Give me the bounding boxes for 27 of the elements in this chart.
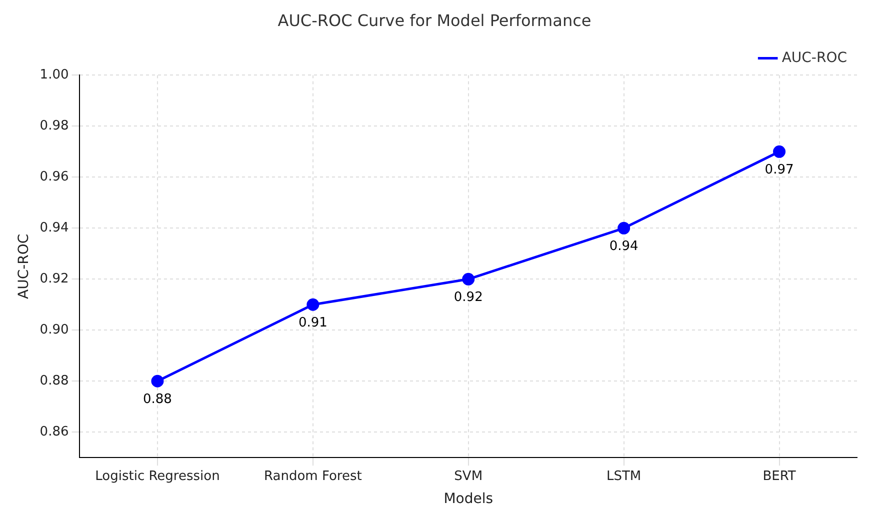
y-axis-title: AUC-ROC	[16, 234, 32, 299]
y-tick-label: 0.86	[40, 424, 69, 440]
y-tick-label: 0.94	[40, 220, 69, 236]
legend-label: AUC-ROC	[782, 50, 848, 66]
x-tick-label: Random Forest	[264, 468, 362, 484]
x-axis-title: Models	[444, 491, 494, 508]
data-label: 0.92	[454, 290, 483, 306]
data-label: 0.88	[142, 392, 172, 407]
point	[462, 272, 475, 286]
y-tick-label: 0.96	[40, 170, 69, 185]
data-label: 0.97	[764, 162, 794, 178]
point	[306, 298, 320, 311]
point	[773, 145, 786, 158]
data-label: 0.91	[298, 316, 328, 331]
y-tick-label: 0.88	[40, 373, 69, 388]
x-tick-label: Logistic Regression	[95, 468, 220, 484]
y-tick-label: 0.92	[40, 272, 69, 287]
x-tick-label: LSTM	[606, 468, 642, 484]
data-label: 0.94	[609, 239, 638, 254]
point	[618, 222, 630, 234]
y-tick-label: 0.90	[40, 322, 69, 338]
x-tick-label: SVM	[454, 468, 483, 484]
x-tick-label: BERT	[762, 468, 796, 484]
point	[151, 374, 164, 388]
y-tick-label: 1.00	[40, 68, 69, 83]
chart-title: AUC-ROC Curve for Model Performance	[278, 10, 592, 30]
y-tick-label: 0.98	[40, 118, 69, 134]
